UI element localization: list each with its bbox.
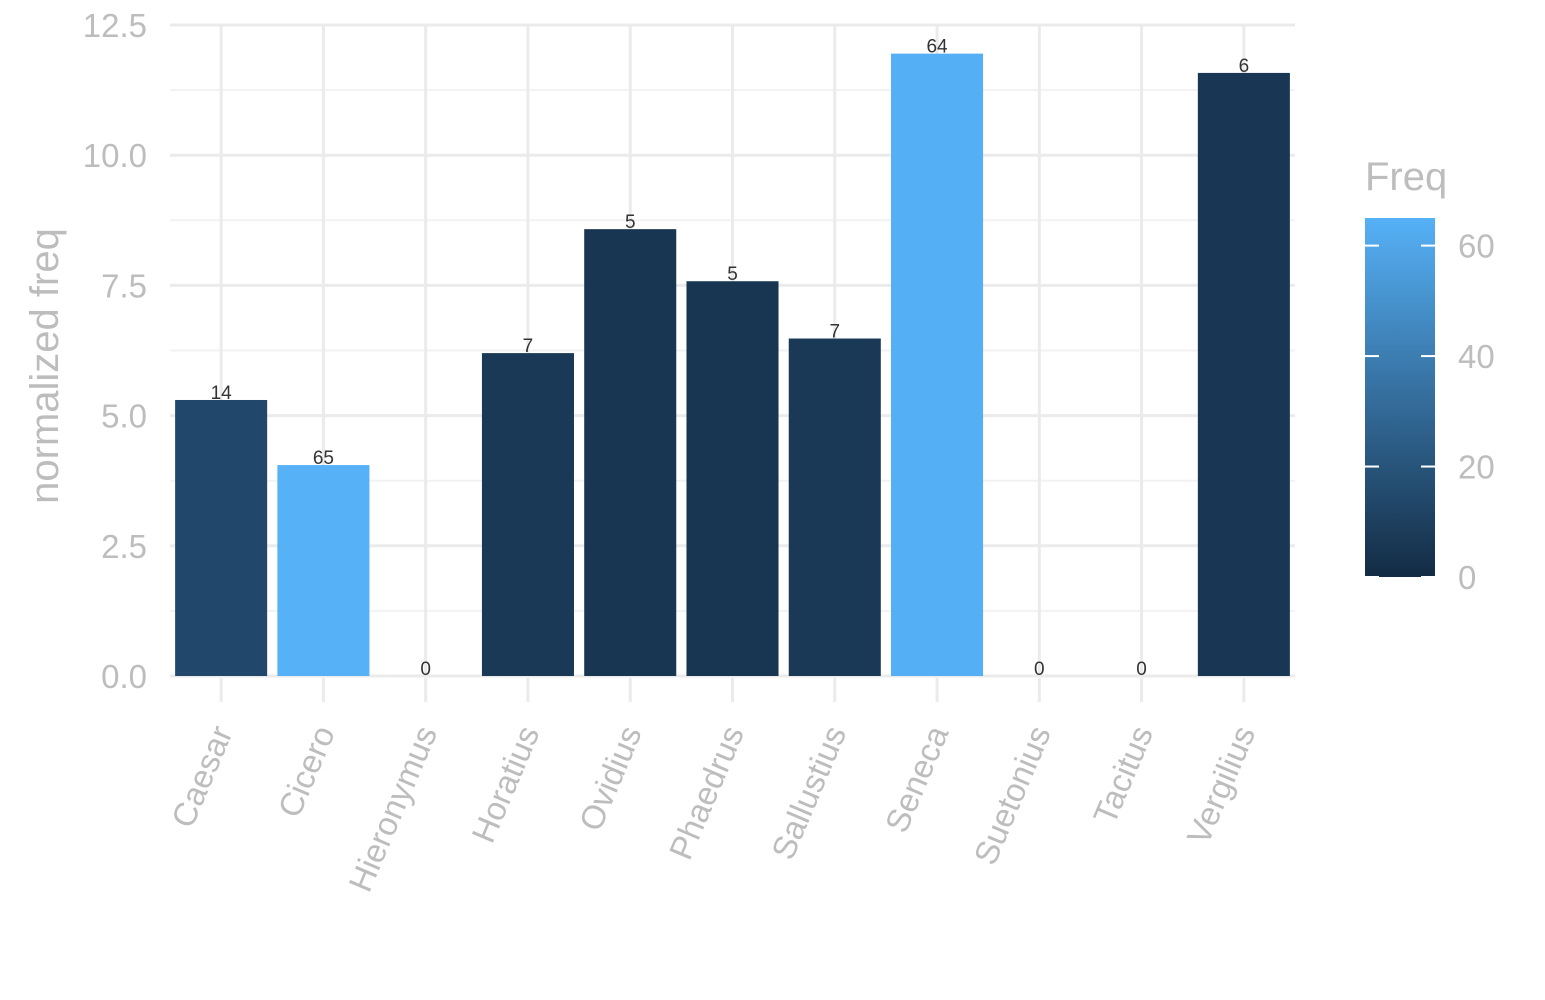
x-tick-label: Hieronymus — [341, 720, 444, 897]
bar-sallustius — [788, 338, 881, 676]
y-tick-label: 12.5 — [83, 7, 147, 44]
x-tick-label: Phaedrus — [662, 720, 751, 864]
bar-vergilius — [1197, 72, 1290, 677]
y-tick-label: 0.0 — [101, 658, 147, 695]
x-tick-label: Horatius — [464, 720, 546, 848]
x-tick-label: Caesar — [164, 720, 240, 832]
bar-caesar — [175, 399, 268, 676]
x-axis: Caesar Cicero Hieronymus Horatius Ovidius Pha… — [164, 678, 1262, 897]
x-tick-label: Suetonius — [966, 720, 1057, 870]
x-tick-label: Cicero — [271, 720, 342, 822]
data-label-cicero: 65 — [313, 448, 334, 469]
data-labels: 14 65 0 7 5 5 7 64 0 0 6 — [211, 37, 1250, 680]
y-tick-label: 5.0 — [101, 398, 147, 435]
data-label-ovidius: 5 — [625, 212, 636, 233]
y-axis-title: normalized freq — [23, 228, 67, 504]
data-label-phaedrus: 5 — [727, 264, 738, 285]
y-axis: 0.0 2.5 5.0 7.5 10.0 12.5 — [83, 7, 147, 695]
y-tick-label: 7.5 — [101, 267, 147, 304]
legend-tick-label: 20 — [1458, 449, 1495, 486]
legend-title: Freq — [1365, 155, 1447, 199]
x-tick-label: Seneca — [878, 720, 956, 838]
bar-cicero — [277, 465, 370, 676]
data-label-tacitus: 0 — [1136, 659, 1147, 680]
bars — [175, 53, 1290, 677]
x-tick-label: Tacitus — [1086, 720, 1160, 829]
data-label-seneca: 64 — [926, 37, 948, 58]
x-tick-label: Ovidius — [572, 720, 649, 836]
data-label-caesar: 14 — [211, 383, 233, 404]
bar-horatius — [481, 353, 574, 676]
legend-ticks: 0 20 40 60 — [1365, 228, 1495, 596]
data-label-horatius: 7 — [523, 336, 534, 357]
legend-colorbar — [1365, 218, 1435, 577]
bar-ovidius — [584, 229, 677, 676]
legend-tick-label: 40 — [1458, 338, 1495, 375]
x-tick-label: Sallustius — [764, 720, 853, 864]
legend-tick-label: 0 — [1458, 559, 1476, 596]
data-label-hieronymus: 0 — [420, 659, 431, 680]
data-label-suetonius: 0 — [1034, 659, 1045, 680]
x-tick-label: Vergilius — [1180, 720, 1263, 849]
legend-tick-label: 60 — [1458, 228, 1495, 265]
y-tick-label: 2.5 — [101, 528, 147, 565]
y-tick-label: 10.0 — [83, 137, 147, 174]
legend: Freq 0 20 40 60 — [1365, 155, 1495, 596]
data-label-vergilius: 6 — [1239, 56, 1250, 77]
data-label-sallustius: 7 — [829, 322, 840, 343]
bar-seneca — [891, 53, 984, 677]
bar-phaedrus — [686, 281, 779, 676]
